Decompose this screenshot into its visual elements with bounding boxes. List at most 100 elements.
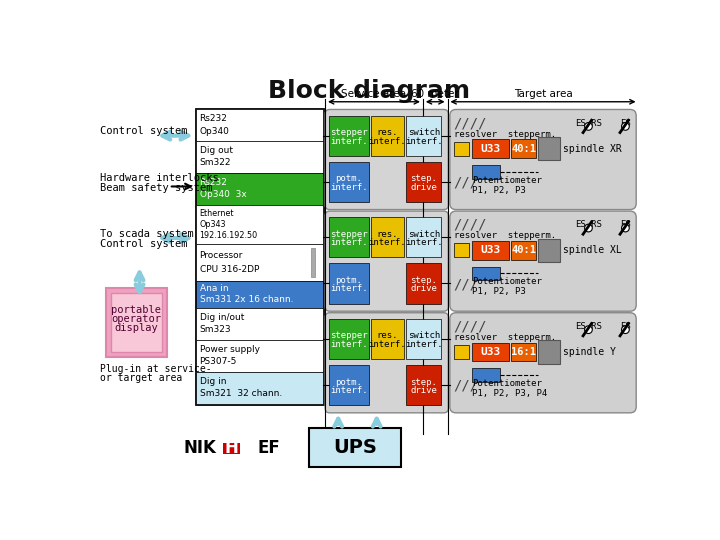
Bar bbox=[196, 173, 323, 205]
Bar bbox=[196, 205, 323, 245]
Text: ///: /// bbox=[454, 176, 479, 190]
Text: EF: EF bbox=[257, 439, 280, 457]
Text: 192.16.192.50: 192.16.192.50 bbox=[199, 231, 258, 240]
Text: drive: drive bbox=[410, 183, 437, 192]
Text: interf.: interf. bbox=[330, 238, 368, 247]
Bar bbox=[309, 428, 401, 467]
Circle shape bbox=[621, 224, 629, 232]
Text: operator: operator bbox=[112, 314, 161, 324]
Text: interf.: interf. bbox=[369, 137, 406, 146]
Bar bbox=[406, 217, 441, 257]
Text: Sm331 2x 16 chann.: Sm331 2x 16 chann. bbox=[199, 295, 293, 304]
Text: Plug-in at service-: Plug-in at service- bbox=[99, 363, 211, 374]
Bar bbox=[406, 162, 441, 202]
Bar bbox=[311, 248, 315, 277]
Bar bbox=[111, 293, 162, 352]
Text: Block diagram: Block diagram bbox=[268, 79, 470, 103]
Text: Target area: Target area bbox=[513, 89, 572, 99]
Text: ////: //// bbox=[454, 116, 487, 130]
Circle shape bbox=[585, 123, 593, 130]
Text: P1, P2, P3: P1, P2, P3 bbox=[472, 186, 526, 195]
Text: ////: //// bbox=[454, 320, 487, 334]
Text: Ana in: Ana in bbox=[199, 285, 228, 293]
Bar bbox=[196, 245, 323, 281]
Circle shape bbox=[585, 224, 593, 232]
Bar bbox=[472, 165, 500, 179]
Bar bbox=[539, 239, 560, 262]
Bar bbox=[372, 217, 404, 257]
Bar bbox=[329, 162, 369, 202]
Bar bbox=[539, 340, 560, 363]
Text: interf.: interf. bbox=[330, 386, 368, 395]
Text: Potentiometer: Potentiometer bbox=[472, 176, 542, 185]
Text: ES: ES bbox=[620, 322, 631, 331]
Bar bbox=[511, 241, 536, 260]
Bar bbox=[406, 264, 441, 303]
Text: Ethernet: Ethernet bbox=[199, 209, 234, 218]
Circle shape bbox=[585, 326, 593, 334]
Bar bbox=[454, 142, 469, 156]
Text: Control system: Control system bbox=[99, 126, 187, 137]
Text: ES: ES bbox=[620, 119, 631, 127]
Text: res.: res. bbox=[377, 128, 398, 137]
Bar bbox=[372, 116, 404, 156]
Text: Dig in/out: Dig in/out bbox=[199, 313, 244, 322]
Text: CPU 316-2DP: CPU 316-2DP bbox=[199, 265, 259, 274]
Text: 40:1: 40:1 bbox=[511, 245, 536, 255]
Bar bbox=[511, 343, 536, 361]
Bar bbox=[196, 308, 323, 340]
Text: interf.: interf. bbox=[405, 137, 443, 146]
Text: interf.: interf. bbox=[330, 340, 368, 349]
Bar bbox=[372, 319, 404, 359]
Text: display: display bbox=[114, 323, 158, 333]
Bar bbox=[472, 241, 509, 260]
Text: ///: /// bbox=[454, 277, 479, 291]
Bar bbox=[329, 264, 369, 303]
Text: interf.: interf. bbox=[330, 137, 368, 146]
Text: NIK: NIK bbox=[184, 439, 217, 457]
Text: ///: /// bbox=[454, 379, 479, 393]
Text: switch: switch bbox=[408, 128, 440, 137]
Text: or target area: or target area bbox=[99, 373, 181, 383]
Text: potm.: potm. bbox=[336, 174, 362, 183]
Bar bbox=[511, 139, 536, 158]
Bar bbox=[454, 244, 469, 257]
Text: To scada system: To scada system bbox=[99, 229, 193, 239]
Text: step.: step. bbox=[410, 276, 437, 285]
Text: spindle Y: spindle Y bbox=[563, 347, 616, 357]
Text: P1, P2, P3, P4: P1, P2, P3, P4 bbox=[472, 389, 547, 398]
Bar bbox=[454, 345, 469, 359]
Text: switch: switch bbox=[408, 230, 440, 239]
Text: Rs232: Rs232 bbox=[199, 178, 228, 187]
Text: U33: U33 bbox=[480, 347, 501, 357]
Bar bbox=[196, 372, 323, 403]
Bar bbox=[329, 217, 369, 257]
Text: PS307-5: PS307-5 bbox=[199, 357, 237, 366]
Bar bbox=[472, 343, 509, 361]
Text: ES,RS: ES,RS bbox=[575, 322, 602, 331]
FancyBboxPatch shape bbox=[325, 211, 449, 311]
Circle shape bbox=[621, 326, 629, 334]
FancyBboxPatch shape bbox=[325, 313, 449, 413]
Bar bbox=[329, 116, 369, 156]
Text: U33: U33 bbox=[480, 144, 501, 154]
Text: Potentiometer: Potentiometer bbox=[472, 278, 542, 286]
Text: drive: drive bbox=[410, 285, 437, 293]
Text: potm.: potm. bbox=[336, 276, 362, 285]
Text: Dig in: Dig in bbox=[199, 377, 226, 386]
Text: interf.: interf. bbox=[330, 285, 368, 293]
Text: H: H bbox=[224, 439, 238, 457]
Bar bbox=[106, 288, 167, 357]
Text: drive: drive bbox=[410, 386, 437, 395]
Bar bbox=[406, 319, 441, 359]
Bar bbox=[329, 319, 369, 359]
Text: Potentiometer: Potentiometer bbox=[472, 379, 542, 388]
Text: Op340  3x: Op340 3x bbox=[199, 190, 246, 199]
Bar bbox=[406, 116, 441, 156]
Text: interf.: interf. bbox=[369, 238, 406, 247]
Text: interf.: interf. bbox=[369, 340, 406, 349]
Text: 40:1: 40:1 bbox=[511, 144, 536, 154]
Text: Sm323: Sm323 bbox=[199, 326, 231, 334]
Text: UPS: UPS bbox=[333, 438, 377, 457]
Text: spindle XR: spindle XR bbox=[563, 144, 622, 154]
